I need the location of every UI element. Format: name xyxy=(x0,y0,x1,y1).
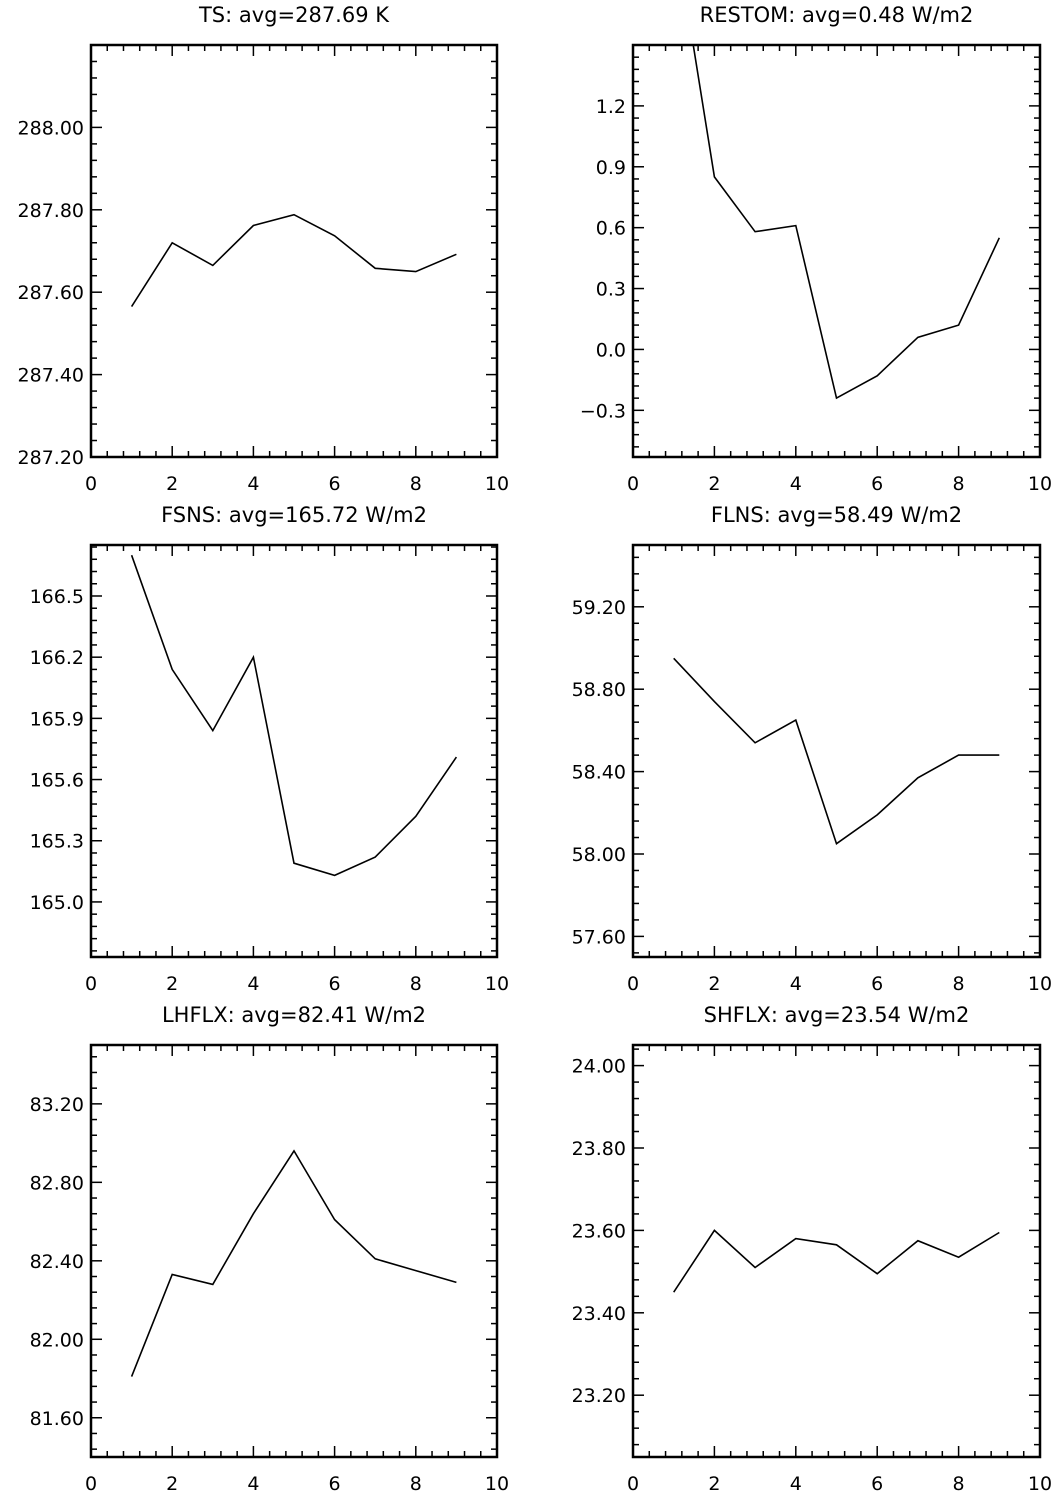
y-tick-label: 23.60 xyxy=(572,1220,626,1242)
y-tick-label: 82.40 xyxy=(30,1251,84,1273)
chart-title: LHFLX: avg=82.41 W/m2 xyxy=(162,1003,426,1027)
x-tick-label: 4 xyxy=(247,1473,259,1494)
x-tick-label: 4 xyxy=(247,973,259,995)
y-tick-label: −0.3 xyxy=(580,400,626,422)
x-tick-label: 8 xyxy=(410,973,422,995)
y-tick-label: 287.60 xyxy=(18,282,84,304)
x-tick-label: 6 xyxy=(329,1473,341,1494)
x-tick-label: 2 xyxy=(708,1473,720,1494)
x-tick-label: 8 xyxy=(410,473,422,495)
x-tick-label: 8 xyxy=(953,973,965,995)
chart-title: FLNS: avg=58.49 W/m2 xyxy=(711,503,962,527)
y-tick-label: 166.2 xyxy=(30,647,84,669)
y-tick-label: 0.6 xyxy=(596,218,626,240)
x-tick-label: 0 xyxy=(85,1473,97,1494)
x-tick-label: 2 xyxy=(166,473,178,495)
x-tick-label: 8 xyxy=(953,473,965,495)
x-tick-label: 2 xyxy=(708,473,720,495)
y-tick-label: 0.3 xyxy=(596,279,626,301)
y-tick-label: 165.6 xyxy=(30,770,84,792)
x-tick-label: 10 xyxy=(1028,1473,1052,1494)
series-line xyxy=(692,45,1001,400)
x-tick-label: 2 xyxy=(166,1473,178,1494)
series-line xyxy=(130,213,457,308)
x-tick-label: 4 xyxy=(790,473,802,495)
x-tick-label: 10 xyxy=(1028,473,1052,495)
plot-frame xyxy=(631,543,1042,959)
y-tick-label: 23.20 xyxy=(572,1385,626,1407)
y-tick-label: 165.0 xyxy=(30,892,84,914)
y-tick-label: 83.20 xyxy=(30,1094,84,1116)
x-tick-label: 10 xyxy=(1028,973,1052,995)
x-tick-label: 10 xyxy=(485,1473,509,1494)
plot-frame xyxy=(89,1043,499,1459)
plot-frame xyxy=(89,43,499,459)
series-line xyxy=(673,1229,1000,1293)
x-tick-label: 4 xyxy=(247,473,259,495)
x-tick-label: 0 xyxy=(627,973,639,995)
y-tick-label: 24.00 xyxy=(572,1056,626,1078)
x-tick-label: 10 xyxy=(485,473,509,495)
chart-panel-4: LHFLX: avg=82.41 W/m2 0 2 4 6 8 10 81.60 82.00 82… xyxy=(30,1003,510,1494)
x-tick-label: 6 xyxy=(871,1473,883,1494)
y-tick-label: 23.40 xyxy=(572,1303,626,1325)
y-tick-label: 58.80 xyxy=(572,679,626,701)
y-tick-label: 287.20 xyxy=(18,447,84,469)
x-tick-label: 8 xyxy=(410,1473,422,1494)
chart-title: TS: avg=287.69 K xyxy=(198,3,390,27)
y-tick-label: 165.3 xyxy=(30,831,84,853)
series-line xyxy=(130,1149,457,1377)
chart-panel-0: TS: avg=287.69 K 0 2 4 6 8 10 287.20 287.40 287.6… xyxy=(18,3,510,495)
y-tick-label: 287.80 xyxy=(18,200,84,222)
x-tick-label: 0 xyxy=(85,473,97,495)
x-tick-label: 0 xyxy=(627,473,639,495)
chart-panel-2: FSNS: avg=165.72 W/m2 0 2 4 6 8 10 165.0 165.3 16… xyxy=(30,503,510,995)
x-tick-label: 6 xyxy=(329,973,341,995)
x-tick-label: 10 xyxy=(485,973,509,995)
y-tick-label: 82.00 xyxy=(30,1329,84,1351)
x-tick-label: 0 xyxy=(627,1473,639,1494)
y-tick-label: 59.20 xyxy=(572,597,626,619)
chart-panel-3: FLNS: avg=58.49 W/m2 0 2 4 6 8 10 57.60 58.00 58.… xyxy=(572,503,1053,995)
chart-panel-1: RESTOM: avg=0.48 W/m2 0 2 4 6 8 10 −0.3 0.0 0.3 0.… xyxy=(580,3,1052,495)
plot-frame xyxy=(89,543,499,959)
chart-title: FSNS: avg=165.72 W/m2 xyxy=(161,503,427,527)
y-tick-label: 57.60 xyxy=(572,926,626,948)
y-tick-label: 0.0 xyxy=(596,339,626,361)
y-tick-label: 166.5 xyxy=(30,586,84,608)
x-tick-label: 2 xyxy=(708,973,720,995)
x-tick-label: 6 xyxy=(329,473,341,495)
plot-frame xyxy=(631,1043,1042,1459)
y-tick-label: 1.2 xyxy=(596,96,626,118)
y-tick-label: 58.40 xyxy=(572,762,626,784)
y-tick-label: 82.80 xyxy=(30,1172,84,1194)
y-tick-label: 23.80 xyxy=(572,1138,626,1160)
chart-panel-5: SHFLX: avg=23.54 W/m2 0 2 4 6 8 10 23.20 23.40 23… xyxy=(572,1003,1053,1494)
y-tick-label: 0.9 xyxy=(596,157,626,179)
x-tick-label: 8 xyxy=(953,1473,965,1494)
series-line xyxy=(673,657,1000,845)
x-tick-label: 6 xyxy=(871,973,883,995)
y-tick-label: 165.9 xyxy=(30,708,84,730)
x-tick-label: 0 xyxy=(85,973,97,995)
y-tick-label: 81.60 xyxy=(30,1408,84,1430)
chart-title: RESTOM: avg=0.48 W/m2 xyxy=(700,3,974,27)
y-tick-label: 58.00 xyxy=(572,844,626,866)
x-tick-label: 4 xyxy=(790,1473,802,1494)
y-tick-label: 287.40 xyxy=(18,365,84,387)
chart-title: SHFLX: avg=23.54 W/m2 xyxy=(704,1003,970,1027)
x-tick-label: 4 xyxy=(790,973,802,995)
x-tick-label: 2 xyxy=(166,973,178,995)
plot-frame xyxy=(631,43,1042,459)
series-line xyxy=(130,554,458,877)
x-tick-label: 6 xyxy=(871,473,883,495)
y-tick-label: 288.00 xyxy=(18,117,84,139)
